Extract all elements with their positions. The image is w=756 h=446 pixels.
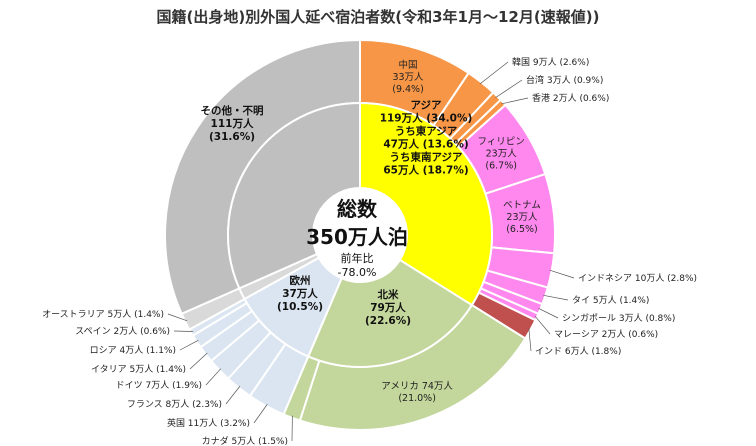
outer-ring: [164, 38, 556, 431]
country-label-0-9-0: マレーシア 2万人 (0.6%): [554, 329, 658, 340]
country-label-0-4-0: フィリピン: [478, 137, 525, 148]
country-label-0-10-0: インド 6万人 (1.8%): [535, 346, 621, 357]
region-label-0-3: 47万人 (13.6%): [383, 138, 468, 151]
leader-line-0-7: [543, 294, 569, 301]
leader-line-0-10: [528, 328, 532, 352]
leader-line-0-1: [479, 61, 509, 85]
center-hole: [313, 188, 407, 282]
country-label-1-1-0: カナダ 5万人 (1.5%): [202, 435, 288, 446]
inner-ring: [227, 101, 493, 368]
country-label-0-5-0: ベトナム: [503, 200, 541, 211]
leader-line-0-9: [534, 315, 551, 335]
center-label: 総数: [337, 197, 378, 221]
region-label-4-0: その他・不明: [201, 104, 264, 117]
country-label-2-2-0: ドイツ 7万人 (1.9%): [116, 380, 202, 391]
chart-title: 国籍(出身地)別外国人延べ宿泊者数(令和3年1月〜12月(速報値)): [157, 8, 600, 26]
leader-line-2-4: [179, 340, 199, 351]
leader-line-2-1: [225, 385, 241, 405]
country-label-0-1-0: 韓国 9万人 (2.6%): [512, 57, 589, 68]
region-label-4-2: (31.6%): [209, 131, 255, 143]
leader-line-3-0: [167, 313, 188, 322]
country-label-3-0-0: オーストラリア 5万人 (1.4%): [42, 309, 164, 320]
leader-line-2-0: [253, 404, 268, 424]
region-label-0-0: アジア: [410, 100, 442, 112]
country-label-0-0-1: 33万人: [392, 72, 424, 83]
center-yoy-label: 前年比: [341, 251, 374, 265]
country-label-2-1-0: フランス 8万人 (2.3%): [127, 399, 222, 410]
country-label-0-0-2: (9.4%): [392, 84, 424, 95]
region-label-4-1: 111万人: [211, 117, 254, 130]
region-label-2-1: 37万人: [282, 287, 318, 300]
country-label-1-0-0: アメリカ 74万人: [381, 381, 453, 392]
country-label-0-0-0: 中国: [399, 59, 418, 71]
leader-lines: [167, 61, 575, 442]
country-label-0-8-0: シンガポール 3万人 (0.8%): [562, 313, 675, 324]
country-label-0-5-1: 23万人: [506, 212, 538, 223]
leader-line-2-2: [205, 368, 222, 386]
region-label-0-1: 119万人 (34.0%): [380, 112, 473, 125]
country-label-0-4-2: (6.7%): [485, 161, 517, 172]
region-label-2-2: (10.5%): [277, 301, 323, 313]
region-label-2-0: 欧州: [290, 274, 311, 287]
leader-line-0-6: [549, 269, 575, 279]
country-label-0-3-0: 香港 2万人 (0.6%): [532, 92, 609, 104]
country-label-2-4-0: ロシア 4万人 (1.1%): [90, 345, 176, 356]
region-label-0-4: うち東南アジア: [389, 151, 463, 164]
region-label-1-2: (22.6%): [365, 315, 411, 327]
leader-line-0-3: [501, 97, 529, 105]
country-label-0-2-0: 台湾 3万人 (0.9%): [526, 74, 603, 86]
country-label-0-6-0: インドネシア 10万人 (2.8%): [578, 273, 697, 284]
region-label-1-1: 79万人: [370, 301, 406, 314]
country-label-2-0-0: 英国 11万人 (3.2%): [167, 417, 250, 429]
country-label-2-3-0: イタリア 5万人 (1.4%): [91, 364, 186, 375]
country-label-0-5-2: (6.5%): [506, 224, 538, 235]
leader-line-2-3: [189, 352, 208, 370]
leader-line-0-2: [495, 79, 523, 98]
center-total: 350万人泊: [306, 225, 408, 249]
leader-line-0-8: [538, 307, 559, 319]
region-label-0-5: 65万人 (18.7%): [383, 164, 468, 177]
center-yoy-value: -78.0%: [338, 266, 377, 279]
inner-segment-0: [359, 101, 493, 307]
region-label-1-0: 北米: [378, 288, 399, 301]
country-label-2-5-0: スペイン 2万人 (0.6%): [75, 326, 170, 337]
leader-line-2-5: [173, 330, 193, 332]
country-label-1-0-1: (21.0%): [398, 393, 436, 404]
country-label-0-4-1: 23万人: [486, 149, 518, 160]
country-label-0-7-0: タイ 5万人 (1.4%): [572, 295, 649, 306]
region-label-0-2: うち東アジア: [395, 125, 458, 138]
